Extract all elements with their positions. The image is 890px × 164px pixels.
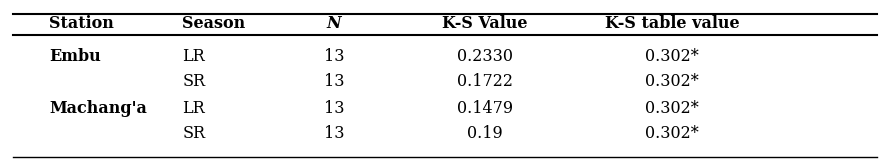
Text: 13: 13 — [323, 100, 344, 117]
Text: K-S table value: K-S table value — [604, 15, 740, 32]
Text: 13: 13 — [323, 73, 344, 90]
Text: Station: Station — [49, 15, 114, 32]
Text: LR: LR — [182, 48, 206, 65]
Text: 13: 13 — [323, 48, 344, 65]
Text: 0.302*: 0.302* — [645, 73, 699, 90]
Text: 0.19: 0.19 — [467, 125, 503, 142]
Text: Season: Season — [182, 15, 246, 32]
Text: LR: LR — [182, 100, 206, 117]
Text: 0.302*: 0.302* — [645, 125, 699, 142]
Text: SR: SR — [182, 125, 206, 142]
Text: Machang'a: Machang'a — [49, 100, 147, 117]
Text: N: N — [327, 15, 341, 32]
Text: 0.1722: 0.1722 — [457, 73, 513, 90]
Text: 0.302*: 0.302* — [645, 48, 699, 65]
Text: Embu: Embu — [49, 48, 101, 65]
Text: 0.302*: 0.302* — [645, 100, 699, 117]
Text: 0.1479: 0.1479 — [457, 100, 514, 117]
Text: 13: 13 — [323, 125, 344, 142]
Text: SR: SR — [182, 73, 206, 90]
Text: K-S Value: K-S Value — [442, 15, 528, 32]
Text: 0.2330: 0.2330 — [457, 48, 513, 65]
